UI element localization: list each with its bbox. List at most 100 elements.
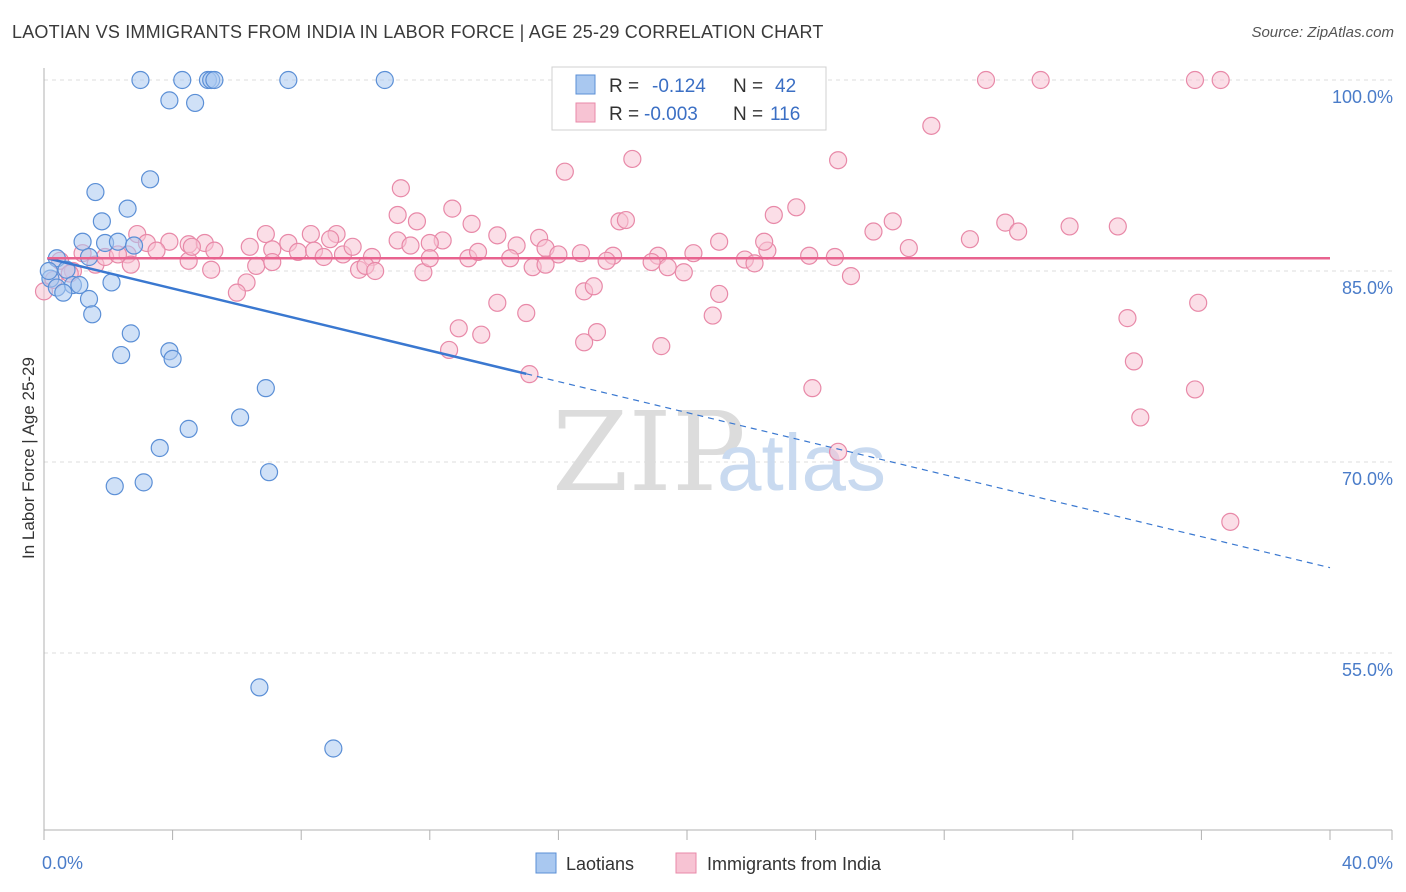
india-point-14: [616, 210, 636, 230]
india-point-25: [301, 224, 320, 244]
india-point-88: [587, 323, 607, 342]
legend-n-value-1: 42: [775, 76, 796, 97]
laotians-point-33: [231, 408, 250, 427]
india-point-64: [247, 256, 266, 276]
laotians-point-7: [160, 91, 179, 110]
india-point-45: [147, 241, 166, 260]
india-point-46: [205, 241, 224, 260]
bottom-legend-swatch-laotians: [535, 852, 557, 874]
series-laotians-points: [39, 70, 394, 758]
india-point-94: [829, 442, 848, 461]
laotians-point-24: [102, 273, 121, 292]
india-point-109: [642, 252, 661, 272]
legend-r-value-1: -0.124: [652, 76, 706, 97]
laotians-point-19: [57, 260, 76, 279]
india-point-1: [1031, 70, 1050, 90]
y-tick-label-2: 85.0%: [1342, 278, 1393, 298]
india-point-83: [488, 293, 507, 312]
legend-swatch-laotians: [575, 74, 596, 95]
laotians-trend-dashed: [526, 373, 1331, 569]
india-point-108: [468, 242, 488, 261]
india-point-89: [575, 333, 594, 352]
laotians-point-16: [124, 236, 144, 255]
india-point-17: [883, 212, 902, 231]
india-point-3: [1211, 70, 1230, 90]
india-point-58: [800, 246, 819, 265]
india-point-10: [388, 205, 407, 225]
india-point-107: [343, 237, 362, 256]
india-point-0: [976, 70, 996, 90]
laotians-point-13: [73, 232, 92, 251]
india-point-73: [658, 258, 677, 277]
legend-r-value-2: -0.003: [644, 104, 698, 125]
laotians-point-11: [118, 199, 137, 218]
india-point-117: [674, 263, 693, 282]
india-point-112: [899, 238, 918, 258]
laotians-point-23: [70, 275, 89, 295]
india-point-19: [1009, 222, 1028, 241]
india-point-85: [703, 306, 722, 325]
trend-lines: [46, 257, 1331, 569]
laotians-trend-solid: [46, 257, 527, 376]
india-point-93: [803, 379, 822, 398]
india-point-5: [623, 149, 642, 169]
laotians-point-32: [256, 379, 275, 398]
india-point-82: [841, 266, 861, 286]
laotians-point-10: [86, 182, 105, 202]
india-point-87: [472, 325, 491, 344]
legend-n-label-2: N =: [733, 104, 763, 125]
india-point-61: [121, 255, 140, 274]
laotians-point-26: [79, 289, 99, 309]
india-point-41: [710, 232, 729, 251]
y-tick-label-1: 70.0%: [1342, 469, 1393, 489]
bottom-legend-swatch-india: [675, 852, 697, 874]
india-point-105: [182, 237, 201, 256]
bottom-legend-label-india: Immigrants from India: [707, 854, 882, 874]
laotians-point-35: [150, 438, 169, 458]
india-point-37: [401, 236, 420, 255]
india-point-20: [864, 222, 883, 241]
laotians-point-18: [79, 247, 99, 267]
india-point-100: [1221, 512, 1240, 531]
india-point-63: [202, 260, 221, 279]
legend-n-label-1: N =: [733, 76, 763, 97]
correlation-legend: R = -0.124 N = 42 R = -0.003 N = 116: [551, 66, 827, 131]
india-point-98: [1131, 408, 1150, 427]
india-point-31: [160, 232, 179, 251]
india-point-68: [366, 261, 385, 281]
y-axis-title: In Labor Force | Age 25-29: [19, 357, 38, 559]
laotians-point-40: [324, 739, 343, 758]
india-point-81: [710, 284, 729, 304]
laotians-point-39: [250, 678, 269, 697]
india-point-106: [314, 247, 333, 267]
laotians-point-27: [83, 305, 102, 324]
laotians-point-30: [163, 349, 182, 368]
india-point-12: [787, 198, 806, 217]
legend-r-label-2: R =: [609, 104, 639, 125]
laotians-point-6: [375, 70, 394, 90]
x-tick-label-0: 0.0%: [42, 853, 83, 873]
series-india-points: [34, 70, 1240, 531]
india-point-65: [263, 252, 282, 272]
x-tick-label-1: 40.0%: [1342, 853, 1393, 873]
india-point-35: [321, 230, 340, 249]
chart-title: LAOTIAN VS IMMIGRANTS FROM INDIA IN LABO…: [12, 22, 824, 42]
bottom-legend-label-laotians: Laotians: [566, 854, 634, 874]
india-point-74: [825, 247, 844, 267]
laotians-point-9: [140, 170, 160, 189]
india-point-71: [536, 255, 555, 274]
india-point-72: [597, 251, 616, 270]
axes: [43, 68, 1393, 840]
y-tick-label-3: 100.0%: [1332, 87, 1393, 107]
laotians-point-31: [112, 345, 131, 365]
watermark-atlas: atlas: [717, 418, 886, 507]
laotians-point-12: [92, 212, 111, 231]
watermark-zip: ZIP: [552, 388, 746, 516]
india-point-47: [240, 237, 259, 256]
india-point-4: [922, 116, 941, 135]
india-point-22: [1108, 217, 1127, 236]
laotians-point-5: [279, 70, 298, 90]
india-point-42: [960, 230, 980, 249]
india-point-95: [1118, 309, 1137, 328]
